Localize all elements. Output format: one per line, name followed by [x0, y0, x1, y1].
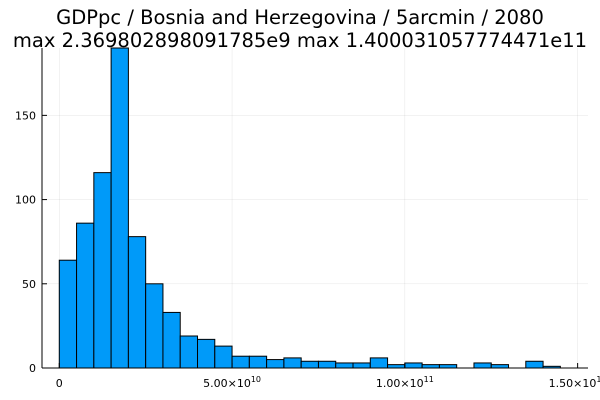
histogram-bar-18	[369, 357, 389, 369]
histogram-bar-5	[145, 283, 164, 369]
histogram-bar-9	[214, 345, 233, 369]
histogram-bar-2	[93, 172, 112, 369]
histogram-bar-27	[525, 360, 544, 369]
histogram-bar-8	[197, 338, 216, 369]
histogram-bar-11	[248, 355, 268, 369]
x-tick-label-3: 1.50×1011	[549, 375, 600, 390]
y-tick-label-2: 100	[15, 194, 36, 207]
histogram-bar-10	[231, 355, 250, 369]
x-tick-exponent-2: 11	[424, 375, 434, 384]
histogram-bar-15	[317, 360, 337, 369]
x-tick-mantissa-3: 1.50×10	[549, 377, 597, 390]
x-tick-mantissa-2: 1.00×10	[376, 377, 424, 390]
histogram-bar-12	[266, 359, 285, 369]
histogram-bar-22	[438, 364, 458, 369]
y-tick-label-0: 0	[29, 362, 36, 375]
x-tick-mantissa-1: 5.00×10	[203, 377, 251, 390]
histogram-bar-19	[387, 364, 406, 369]
histogram-bar-0	[58, 259, 78, 369]
histogram-bar-14	[300, 360, 319, 369]
chart-title: GDPpc / Bosnia and Herzegovina / 5arcmin…	[13, 6, 587, 52]
x-tick-mantissa-0: 0	[56, 377, 63, 390]
chart-title-line-1: GDPpc / Bosnia and Herzegovina / 5arcmin…	[56, 6, 544, 29]
histogram-bar-1	[76, 222, 95, 369]
histogram-bar-21	[421, 364, 440, 369]
x-tick-label-2: 1.00×1011	[376, 375, 434, 390]
histogram-bar-4	[127, 236, 147, 369]
x-tick-exponent-3: 11	[596, 375, 600, 384]
y-tick-label-1: 50	[22, 278, 36, 291]
y-axis-tick-labels: 0 50 100 150	[15, 109, 47, 375]
x-tick-label-0: 0	[56, 377, 63, 390]
chart-title-line-2: max 2.369802898091785e9 max 1.4000310577…	[13, 29, 587, 52]
histogram-bars	[58, 47, 561, 369]
histogram-bar-17	[352, 362, 371, 369]
histogram-bar-25	[490, 364, 510, 369]
histogram-bar-20	[404, 362, 423, 369]
y-tick-label-3: 150	[15, 109, 36, 122]
axes	[41, 48, 588, 369]
x-tick-exponent-1: 10	[251, 375, 261, 384]
x-tick-label-1: 5.00×1010	[203, 375, 261, 390]
histogram-bar-6	[162, 311, 181, 369]
histogram-bar-24	[473, 362, 492, 369]
histogram-bar-3	[110, 47, 129, 369]
histogram-bar-16	[335, 362, 354, 369]
histogram-bar-13	[283, 357, 302, 369]
histogram-bar-7	[179, 335, 199, 369]
